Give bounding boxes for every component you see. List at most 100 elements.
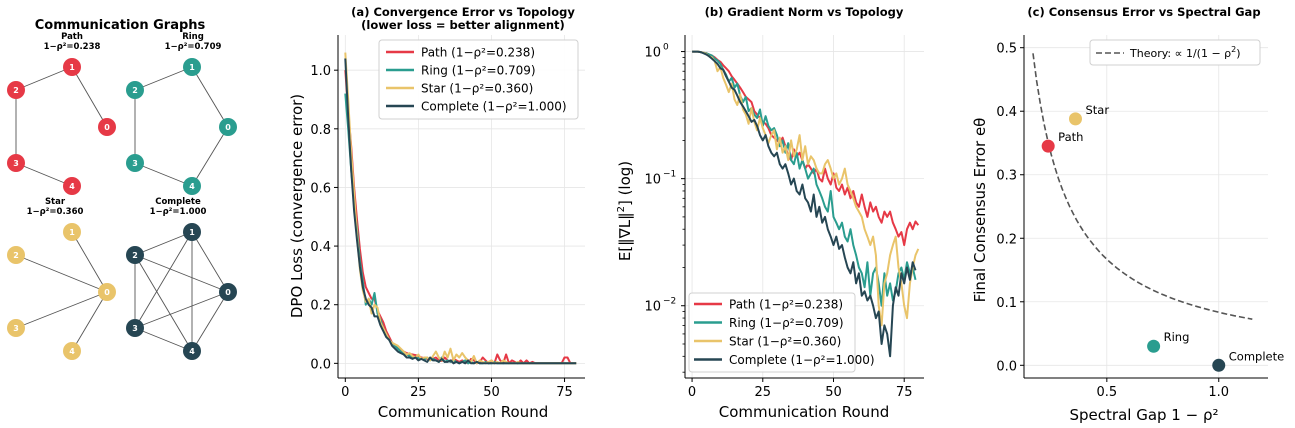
graph-edge xyxy=(71,231,108,293)
legend-label: Ring (1−ρ²=0.709) xyxy=(729,316,844,330)
y-tick-exponent: 0 xyxy=(663,43,669,53)
y-tick-base: 10 xyxy=(644,173,661,188)
x-tick-label: 0 xyxy=(688,385,696,400)
graph-edge xyxy=(15,291,108,329)
convergence-error-panel: (a) Convergence Error vs Topology (lower… xyxy=(288,5,585,421)
theory-label-main: Theory: ∝ 1/(1 − ρ xyxy=(1129,47,1231,60)
graph-edge xyxy=(191,66,229,128)
scatter-point-path xyxy=(1041,139,1055,153)
legend-label: Complete (1−ρ²=1.000) xyxy=(421,100,567,114)
y-tick-label: 0.0 xyxy=(996,359,1017,374)
x-tick-label: 50 xyxy=(483,385,500,400)
legend-label: Path (1−ρ²=0.238) xyxy=(729,298,843,312)
graph-node xyxy=(7,81,25,99)
y-tick-label: 0.2 xyxy=(996,232,1017,247)
graph-node xyxy=(219,118,237,136)
graph-edge xyxy=(134,231,193,256)
panel-b-ylabel-main: E[‖∇L‖ xyxy=(616,212,634,261)
theory-label-end: ) xyxy=(1236,47,1240,60)
graph-node-label: 1 xyxy=(189,63,195,72)
graph-node xyxy=(183,177,201,195)
series-line-complete xyxy=(692,50,917,358)
panel-c-xlabel: Spectral Gap 1 − ρ² xyxy=(1070,406,1219,424)
graph-node xyxy=(63,342,81,360)
scatter-point-label: Star xyxy=(1085,103,1109,117)
graph-edge xyxy=(191,126,229,187)
scatter-point-label: Ring xyxy=(1164,330,1190,344)
graph-node xyxy=(183,342,201,360)
legend-box xyxy=(378,39,579,120)
graph-gap-label: 1−ρ²=0.709 xyxy=(165,42,222,52)
x-tick-label: 75 xyxy=(896,385,913,400)
y-tick-label: 10 xyxy=(644,46,661,61)
graph-node-label: 4 xyxy=(69,347,75,356)
graph-node-label: 3 xyxy=(132,159,138,168)
y-tick-exponent: −2 xyxy=(663,297,676,307)
y-tick-label: 0.6 xyxy=(310,181,331,196)
graph-node xyxy=(7,154,25,172)
graph-title: Path xyxy=(61,32,83,42)
y-tick-base: 10 xyxy=(644,46,661,61)
scatter-point-label: Complete xyxy=(1229,349,1284,363)
graph-node-label: 4 xyxy=(189,182,195,191)
series-line-star xyxy=(692,50,920,327)
x-tick-label: 50 xyxy=(825,385,842,400)
y-tick-label: 0.8 xyxy=(310,123,331,138)
y-tick-exponent: −1 xyxy=(663,170,676,180)
legend-b: Path (1−ρ²=0.238) Ring (1−ρ²=0.709) Star (… xyxy=(688,292,875,373)
theory-label-sup: 2 xyxy=(1231,45,1236,54)
graph-node xyxy=(219,283,237,301)
panel-a-ylabel: DPO Loss (convergence error) xyxy=(288,94,306,318)
panel-a-title: (a) Convergence Error vs Topology xyxy=(351,5,575,19)
graph-node xyxy=(126,81,144,99)
graph-node xyxy=(126,319,144,337)
scatter-point-star xyxy=(1068,112,1082,126)
graph-node xyxy=(126,246,144,264)
graph-edge xyxy=(134,162,193,187)
graph-node xyxy=(7,319,25,337)
y-tick-label: 10 xyxy=(644,300,661,315)
panel-a-subtitle: (lower loss = better alignment) xyxy=(361,18,565,32)
graph-node xyxy=(63,177,81,195)
x-tick-label: 25 xyxy=(755,385,772,400)
x-tick-label: 0 xyxy=(341,385,349,400)
y-tick-label: 0.5 xyxy=(996,42,1017,57)
scatter-point-label: Path xyxy=(1058,130,1083,144)
graphs-panel-title: Communication Graphs xyxy=(35,18,206,33)
x-tick-label: 75 xyxy=(556,385,573,400)
panel-b-ylabel: E[‖∇L‖2] (log) xyxy=(616,161,634,261)
x-tick-label: 1.0 xyxy=(1208,385,1229,400)
graph-edge xyxy=(134,291,229,329)
graph-edge xyxy=(15,66,73,91)
graph-node-label: 2 xyxy=(13,251,19,260)
graph-node-label: 3 xyxy=(13,159,19,168)
graph-node-label: 1 xyxy=(69,228,75,237)
panel-b-xlabel: Communication Round xyxy=(719,403,889,421)
graph-node-label: 0 xyxy=(104,123,110,132)
legend-box xyxy=(1089,39,1261,66)
y-tick-label: 10 xyxy=(644,173,661,188)
theory-curve xyxy=(1032,53,1253,320)
y-tick-label: 0.4 xyxy=(310,240,331,255)
graph-edge xyxy=(71,291,108,352)
graph-node-label: 4 xyxy=(69,182,75,191)
graph-node-label: 3 xyxy=(132,324,138,333)
graph-node xyxy=(63,223,81,241)
scatter-point-ring xyxy=(1147,339,1161,353)
panel-b-ylabel-end: ] (log) xyxy=(616,161,634,206)
legend-label: Complete (1−ρ²=1.000) xyxy=(729,353,875,367)
y-tick-label: 0.1 xyxy=(996,296,1017,311)
series-line-complete xyxy=(344,58,577,365)
consensus-error-panel: (c) Consensus Error vs Spectral Gap Spec… xyxy=(971,5,1284,424)
y-tick-label: 0.0 xyxy=(310,357,331,372)
graph-node xyxy=(126,154,144,172)
legend-label: Path (1−ρ²=0.238) xyxy=(421,46,535,60)
graph-node-label: 3 xyxy=(13,324,19,333)
scatter-point-complete xyxy=(1212,358,1226,372)
legend-a: Path (1−ρ²=0.238) Ring (1−ρ²=0.709) Star (… xyxy=(378,39,579,120)
graph-edge xyxy=(134,327,193,352)
